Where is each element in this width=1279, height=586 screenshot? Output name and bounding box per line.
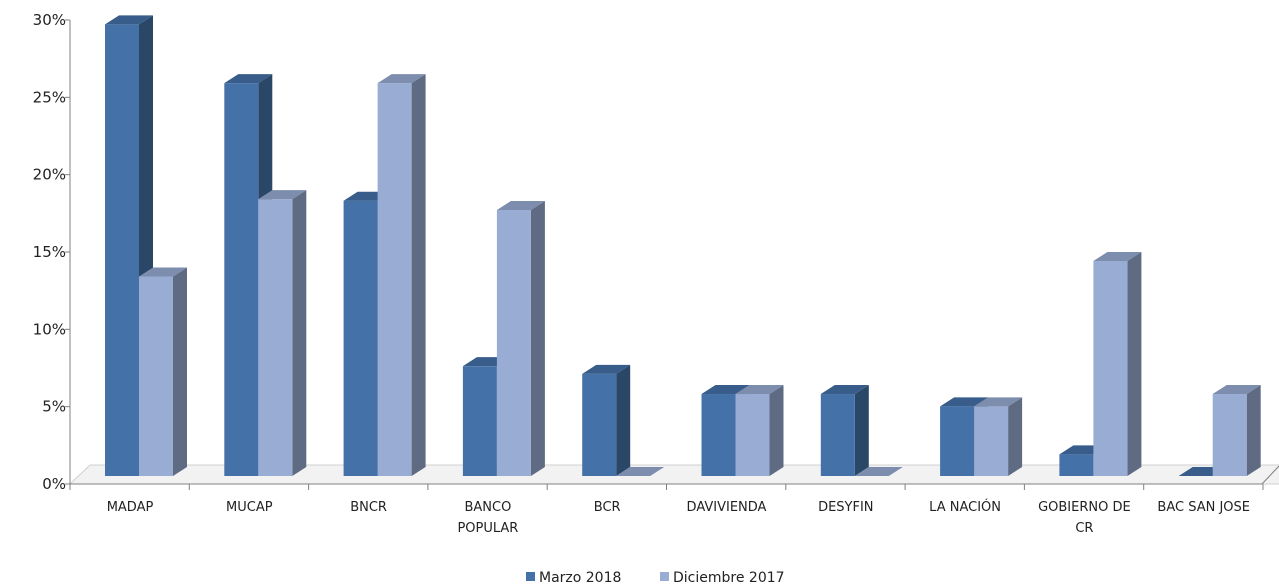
legend-label-series-2: Diciembre 2017 [673,570,785,586]
bar-series-2 [377,74,426,476]
y-tick-label: 15% [33,243,66,261]
x-tick-label: MUCAP [226,500,273,515]
x-tick-label: BAC SAN JOSE [1157,500,1250,515]
x-tick-label: BCR [594,500,621,515]
x-tick-label: MADAP [107,500,154,515]
bar-series-2 [139,267,187,476]
y-tick-label: 25% [33,88,66,106]
x-tick-label: GOBIERNO DE CR [1038,500,1131,536]
y-tick-label: 5% [42,398,66,416]
x-tick-label: DESYFIN [818,500,873,515]
bar-series-2 [616,467,665,476]
y-axis: 0% 5% 10% 15% 20% 25% 30% [33,11,71,493]
x-axis: MADAP MUCAP BNCR BANCO POPULAR BCR DAVIVIENDA D… [69,465,1279,536]
x-axis-depth-line [1261,465,1279,485]
y-tick-label: 30% [33,11,66,29]
legend-swatch-series-2 [660,572,669,581]
bar-series-1 [820,385,869,476]
bar-series-2 [258,190,307,476]
legend-swatch-series-1 [526,572,535,581]
legend: Marzo 2018 Diciembre 2017 [526,570,785,586]
bar-series-2 [1212,385,1261,476]
bar-series-2 [496,200,545,476]
y-tick-label: 0% [42,475,66,493]
bar-series-2 [1093,252,1142,476]
bar-series-2 [735,385,784,476]
y-tick-label: 20% [33,166,66,184]
bar-series-1 [582,364,631,476]
x-tick-label: BANCO POPULAR [457,500,518,536]
y-tick-label: 10% [33,320,66,338]
x-tick-label: BNCR [350,500,387,515]
bar-series-2 [974,397,1023,476]
x-tick-label: LA NACIÓN [929,499,1001,515]
legend-label-series-1: Marzo 2018 [539,570,621,586]
bar-series-2 [854,467,903,476]
bars [105,15,1261,477]
x-tick-label: DAVIVIENDA [687,500,767,515]
